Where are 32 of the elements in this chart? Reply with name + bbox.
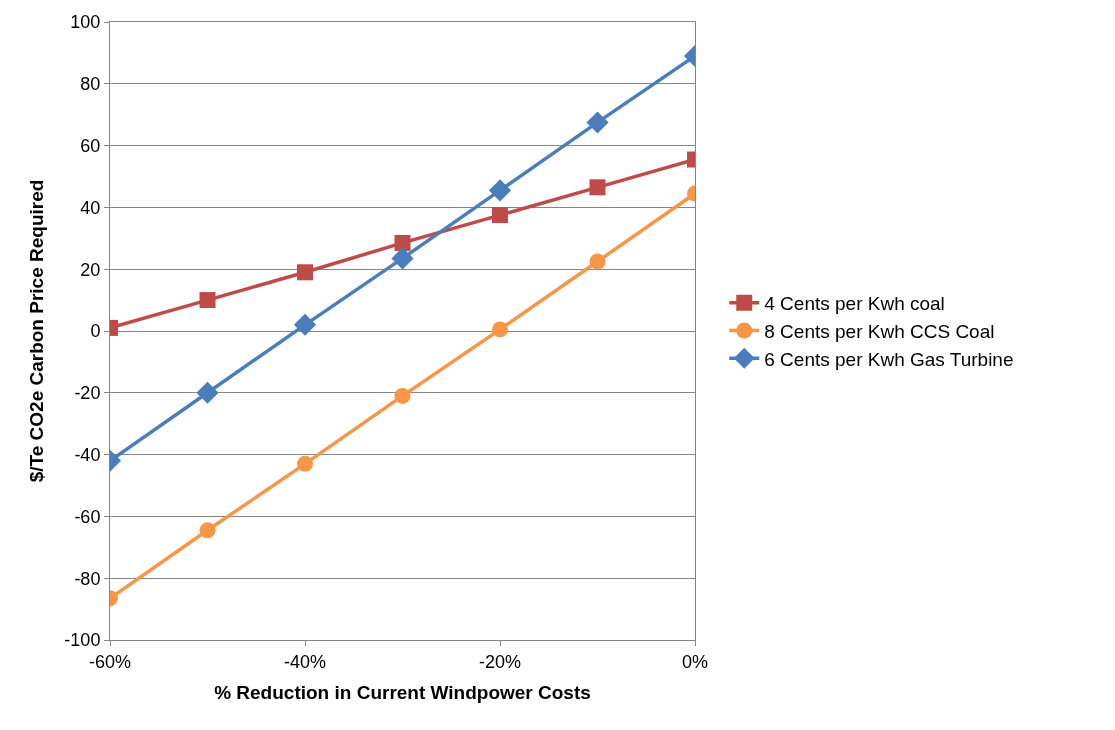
x-axis-title: % Reduction in Current Windpower Costs (214, 682, 591, 704)
point (394, 387, 411, 404)
point (391, 247, 414, 270)
point (297, 264, 313, 281)
y-tick-label: 60 (80, 135, 101, 156)
x-tick-label: 0% (681, 651, 709, 672)
x-tick-label: -60% (88, 651, 132, 672)
point (589, 179, 606, 196)
y-tick-label: -60 (74, 506, 101, 527)
point (492, 207, 508, 224)
point (488, 179, 512, 202)
y-tick-label: 100 (70, 12, 101, 33)
point (589, 253, 606, 270)
y-tick-label: 20 (80, 259, 101, 280)
y-tick-label: -40 (74, 444, 101, 465)
y-tick-label: -100 (64, 630, 101, 651)
legend-label: 6 Cents per Kwh Gas Turbine (764, 348, 1014, 370)
y-axis-title: $/Te CO2e Carbon Price Required (26, 179, 48, 483)
point (586, 111, 609, 134)
legend-label: 8 Cents per Kwh CCS Coal (764, 320, 995, 342)
point (293, 313, 317, 336)
y-tick-label: 40 (80, 197, 101, 218)
point (394, 234, 411, 251)
y-tick-label: -80 (74, 568, 101, 589)
point (297, 455, 313, 472)
legend-label: 4 Cents per Kwh coal (764, 293, 945, 315)
x-tick-label: -20% (478, 651, 522, 672)
y-tick-label: 0 (90, 321, 101, 342)
x-tick-label: -40% (283, 651, 327, 672)
y-tick-label: -20 (74, 383, 101, 404)
y-tick-label: 80 (80, 74, 101, 95)
point (492, 321, 508, 338)
